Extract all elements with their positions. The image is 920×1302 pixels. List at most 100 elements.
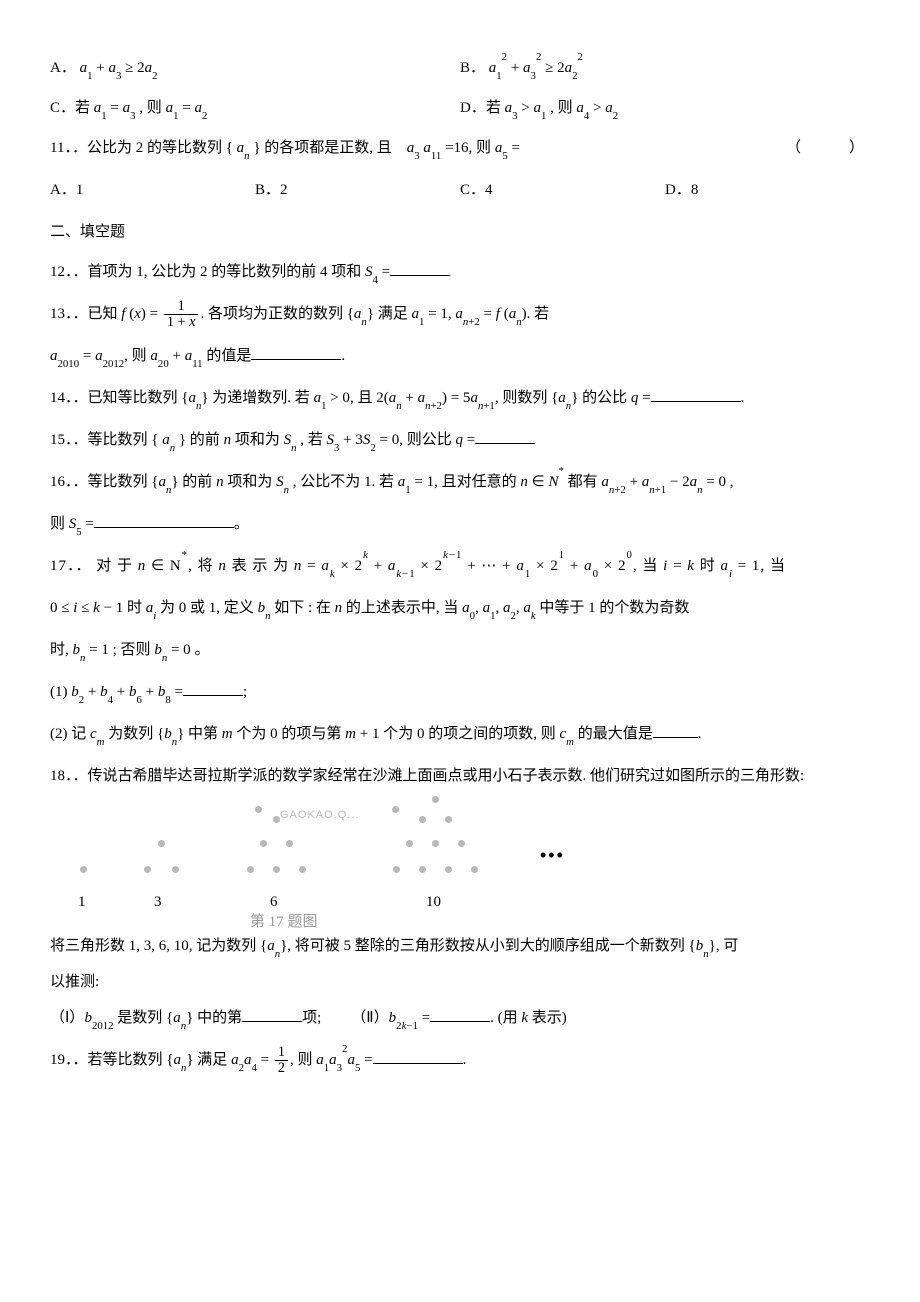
q17-dot: . — [698, 726, 702, 742]
q11-b: B．2 — [255, 172, 460, 208]
q16-blank — [94, 512, 234, 528]
opt-a-label: A． — [50, 60, 76, 76]
fig-caption: 第 17 题图 — [250, 904, 318, 940]
q11-c: C．4 — [460, 172, 665, 208]
q11-mid1: } 的各项都是正数, 且 — [250, 140, 407, 156]
opt-b-label: B． — [460, 60, 485, 76]
q13: 13．．已知 f (x) = 11 + x. 各项均为正数的数列 {an} 满足… — [50, 296, 870, 374]
q17-p2d: 个为 0 的项与第 — [233, 726, 346, 742]
tri-label-1: 1 — [78, 884, 86, 920]
q14-blank — [651, 386, 741, 402]
q14-pre: 14．．已知等比数列 { — [50, 390, 188, 406]
q19-blank — [373, 1048, 463, 1064]
q17-p1c: ; — [243, 684, 247, 700]
q17-p2e: 个为 0 的项之间的项数, 则 — [379, 726, 559, 742]
q16-l2b: 。 — [234, 516, 249, 532]
q13-pre: 13．．已知 — [50, 306, 121, 322]
q16-l2a: 则 — [50, 516, 69, 532]
option-b: B． a12 + a32 ≥ 2a22 — [460, 50, 870, 86]
q16-m5: 都有 — [564, 474, 602, 490]
q16-pre: 16．．等比数列 { — [50, 474, 158, 490]
q17-n: n — [218, 558, 227, 574]
tri-label-10: 10 — [426, 884, 441, 920]
q13-tail: . 若 — [527, 306, 550, 322]
tri-label-3: 3 — [154, 884, 162, 920]
q16-m3: , 公比不为 1. 若 — [289, 474, 398, 490]
q18: 18．．传说古希腊毕达哥拉斯学派的数学家经常在沙滩上面画点或用小石子表示数. 他… — [50, 758, 870, 1036]
q19-dot: . — [463, 1052, 467, 1068]
q18-l2c: }, 可 — [709, 938, 739, 954]
q15-m3: , 若 — [296, 432, 326, 448]
q18-pre: 18．．传说古希腊毕达哥拉斯学派的数学家经常在沙滩上面画点或用小石子表示数. 他… — [50, 758, 870, 794]
q16: 16．．等比数列 {an} 的前 n 项和为 Sn , 公比不为 1. 若 a1… — [50, 464, 870, 542]
q17-m: m — [222, 726, 233, 742]
q17-p2f: 的最大值是 — [574, 726, 653, 742]
q17-l2e: 的上述表示中, 当 — [342, 600, 462, 616]
q18-l2a: 将三角形数 1, 3, 6, 10, 记为数列 { — [50, 938, 267, 954]
q15-m4: , 则公比 — [399, 432, 455, 448]
watermark: GAOKAO.Q... — [280, 802, 359, 828]
option-c: C．若 a1 = a3 , 则 a1 = a2 — [50, 90, 460, 126]
option-d: D．若 a3 > a1 , 则 a4 > a2 — [460, 90, 870, 126]
q14-m5: } 的公比 — [571, 390, 631, 406]
q13-dot: . — [341, 348, 345, 364]
options-ab-row: A． a1 + a3 ≥ 2a2 B． a12 + a32 ≥ 2a22 — [50, 50, 870, 86]
q17-l2d: 如下 : 在 — [270, 600, 334, 616]
q12-pre: 12．．首项为 1, 公比为 2 的等比数列的前 4 项和 — [50, 264, 365, 280]
q15: 15．．等比数列 { an } 的前 n 项和为 Sn , 若 S3 + 3S2… — [50, 422, 870, 458]
q13-l2c: 的值是 — [203, 348, 252, 364]
q17-l3a: 时, — [50, 642, 73, 658]
q17-p1a: (1) — [50, 684, 71, 700]
q12-blank — [390, 260, 450, 276]
q12: 12．．首项为 1, 公比为 2 的等比数列的前 4 项和 S4 = — [50, 254, 870, 290]
triangle-figure: GAOKAO.Q... ••• 1 3 6 10 第 17 题图 — [50, 804, 610, 924]
q16-m2: 项和为 — [224, 474, 277, 490]
q13-blank — [251, 344, 341, 360]
q17-p2b: 为数列 { — [104, 726, 164, 742]
q18-k: k — [521, 1010, 528, 1026]
q15-n: n — [224, 432, 232, 448]
q18-p1b: 是数列 { — [114, 1010, 174, 1026]
q13-l2b: , 则 — [124, 348, 150, 364]
q14: 14．．已知等比数列 {an} 为递增数列. 若 a1 > 0, 且 2(an … — [50, 380, 870, 416]
q14-m4: , 则数列 { — [495, 390, 558, 406]
q18-p2a: （Ⅱ） — [351, 1010, 388, 1026]
q19-pre: 19．．若等比数列 { — [50, 1052, 173, 1068]
q17-p2c: } 中第 — [177, 726, 222, 742]
q17-t1: , 当 — [760, 558, 786, 574]
q16-n: n — [216, 474, 224, 490]
options-cd-row: C．若 a1 = a3 , 则 a1 = a2 D．若 a3 > a1 , 则 … — [50, 90, 870, 126]
q11: 11．．公比为 2 的等比数列 { an } 的各项都是正数, 且 a3 a11… — [50, 130, 870, 166]
option-a: A． a1 + a3 ≥ 2a2 — [50, 50, 460, 86]
opt-c-pre: C．若 — [50, 100, 94, 116]
q15-blank — [475, 428, 535, 444]
q15-m2: 项和为 — [231, 432, 284, 448]
q17-l2c: 为 0 或 1, 定义 — [156, 600, 257, 616]
q14-m1: } 为递增数列. 若 — [201, 390, 313, 406]
ellipsis: ••• — [540, 834, 565, 877]
q19-m2: , 则 — [290, 1052, 316, 1068]
q11-d: D．8 — [665, 172, 870, 208]
q17-l3c: 。 — [191, 642, 210, 658]
q19-fnum: 1 — [275, 1045, 288, 1061]
q17-m2: 表 示 为 — [227, 558, 294, 574]
q13-mid1: . 各项均为正数的数列 { — [200, 306, 353, 322]
q18-p2b: . (用 — [490, 1010, 521, 1026]
q16-m4: , 且对任意的 — [434, 474, 520, 490]
q11-options: A．1 B．2 C．4 D．8 — [50, 172, 870, 208]
q14-m2: , 且 2( — [350, 390, 389, 406]
q19: 19．．若等比数列 {an} 满足 a2a4 = 12, 则 a1a32a5 =… — [50, 1042, 870, 1078]
q18-l3: 以推测: — [50, 964, 870, 1000]
q16-m1: } 的前 — [171, 474, 216, 490]
q14-dot: . — [741, 390, 745, 406]
q11-mid2: , 则 — [469, 140, 495, 156]
q17-l2f: 中等于 1 的个数为奇数 — [536, 600, 690, 616]
q19-fden: 2 — [275, 1061, 288, 1076]
q18-p1d: 项; — [302, 1010, 321, 1026]
q17-l2b: 时 — [123, 600, 146, 616]
q17-blank1 — [183, 680, 243, 696]
q18-p1a: （Ⅰ） — [50, 1010, 84, 1026]
q17-blank2 — [653, 722, 698, 738]
q17-l3b: ; 否则 — [109, 642, 154, 658]
q15-pre: 15．．等比数列 { — [50, 432, 162, 448]
